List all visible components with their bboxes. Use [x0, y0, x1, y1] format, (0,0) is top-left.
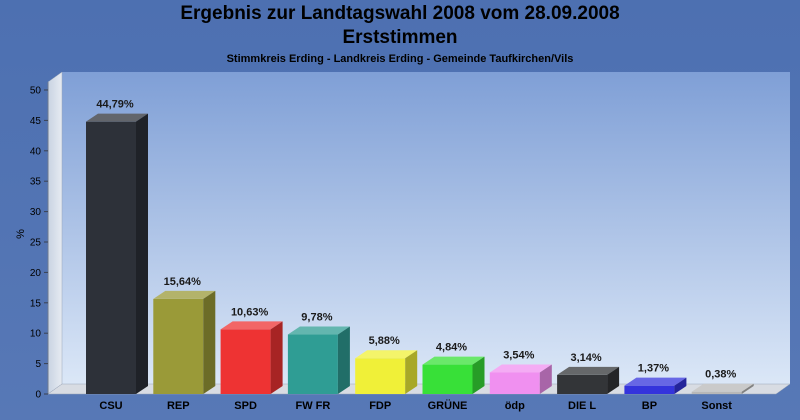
bar: 5,88% [355, 335, 418, 394]
y-tick-label: 20 [30, 268, 42, 279]
bar-value-label: 1,37% [638, 363, 669, 375]
bar-value-label: 3,54% [503, 349, 534, 361]
bar-front [557, 374, 608, 394]
bar-front [287, 334, 338, 394]
bar-top [624, 377, 687, 386]
bar-front [489, 372, 540, 394]
bar-value-label: 3,14% [570, 352, 601, 364]
bar-top [86, 113, 148, 122]
x-tick-label: ödp [505, 400, 525, 412]
bar-front [624, 385, 675, 394]
y-tick-label: 5 [35, 359, 41, 370]
bar-top [557, 366, 620, 375]
y-tick-label: 30 [30, 207, 42, 218]
bar-side [337, 326, 350, 394]
bar-front [355, 358, 406, 394]
bar-top [220, 321, 283, 330]
y-tick-label: 45 [30, 116, 42, 127]
bar-top [355, 350, 418, 359]
x-tick-label: CSU [99, 400, 122, 412]
y-tick-label: 15 [30, 298, 42, 309]
bar-side [674, 377, 687, 394]
y-tick-label: 25 [30, 238, 42, 249]
x-tick-label: FW FR [295, 400, 330, 412]
bar-top [691, 383, 754, 392]
bar-side [405, 350, 418, 394]
x-axis: CSU REP SPD FW FR FDP GRÜNE ödp DIE L BP Sonst [99, 399, 732, 412]
chart-title: Ergebnis zur Landtagswahl 2008 vom 28.09… [180, 3, 620, 24]
bar-side [607, 366, 620, 394]
bar-side [270, 321, 283, 394]
bar: 10,63% [220, 306, 283, 394]
bar: 0,38% [691, 369, 754, 394]
bar-front [86, 121, 136, 394]
y-tick-label: 10 [30, 329, 42, 340]
bar-front [220, 329, 271, 394]
bar-front [153, 298, 204, 394]
bar-value-label: 0,38% [705, 369, 736, 381]
bar-front [422, 364, 473, 394]
chart-subtitle: Stimmkreis Erding - Landkreis Erding - G… [226, 53, 574, 65]
bar-value-label: 15,64% [164, 276, 202, 288]
plot-side-wall [47, 71, 63, 395]
x-tick-label: SPD [234, 400, 257, 412]
x-tick-label: Sonst [701, 400, 732, 412]
bar-value-label: 10,63% [231, 306, 269, 318]
bar: 44,79% [86, 99, 148, 394]
y-axis: 0 5 10 15 20 25 30 35 40 45 50 [30, 86, 48, 401]
bar-side [472, 356, 485, 394]
bar-side [539, 364, 552, 394]
x-tick-label: FDP [369, 400, 391, 412]
bar-value-label: 9,78% [301, 312, 332, 324]
y-tick-label: 50 [30, 86, 42, 97]
bar-top [153, 290, 216, 299]
bar-top [489, 364, 552, 373]
bar-front [691, 391, 742, 394]
x-tick-label: DIE L [568, 400, 596, 412]
plot-area [62, 72, 790, 384]
y-tick-label: 35 [30, 177, 42, 188]
bar: 1,37% [624, 363, 687, 394]
bar: 15,64% [153, 276, 216, 394]
bar-side [741, 383, 754, 394]
y-tick-label: 0 [35, 390, 41, 401]
x-tick-label: BP [642, 400, 657, 412]
bar: 3,54% [489, 349, 552, 394]
bar-side [203, 290, 216, 394]
bar-side [136, 113, 148, 394]
bar-value-label: 5,88% [369, 335, 400, 347]
y-axis-label: % [15, 229, 27, 239]
bar-value-label: 44,79% [96, 99, 134, 111]
y-tick-label: 40 [30, 146, 42, 157]
bars-group: 44,79% 15,64% 10,63% 9,78% 5,88% 4,84% 3,54% 3,… [86, 99, 754, 394]
chart-title-line2: Erststimmen [342, 27, 458, 48]
bar-value-label: 4,84% [436, 342, 467, 354]
bar: 4,84% [422, 342, 485, 394]
bar-top [422, 356, 485, 365]
bar: 3,14% [557, 352, 620, 394]
bar: 9,78% [287, 312, 350, 394]
x-tick-label: REP [167, 400, 190, 412]
bar-top [287, 326, 350, 335]
x-tick-label: GRÜNE [428, 399, 468, 412]
